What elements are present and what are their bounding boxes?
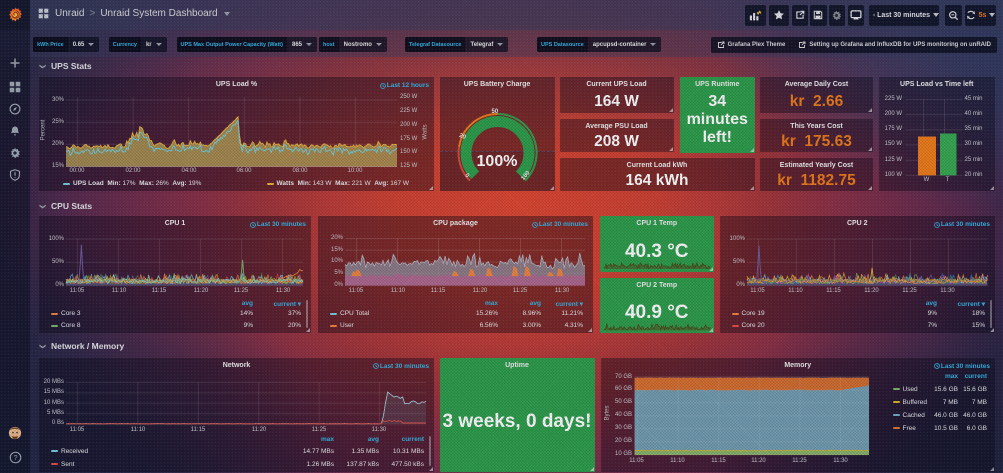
- svg-text:?: ?: [13, 455, 17, 462]
